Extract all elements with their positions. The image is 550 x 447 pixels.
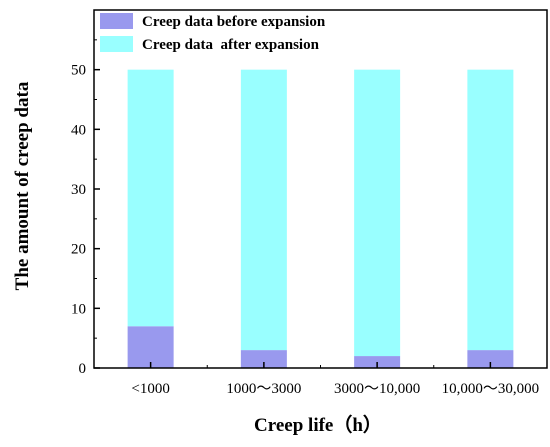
legend-label-1: Creep data after expansion <box>142 37 320 53</box>
x-axis-title: Creep life（h） <box>254 413 382 436</box>
bar-before-1 <box>240 350 287 368</box>
y-tick-label-0: 0 <box>79 361 87 377</box>
bars-layer <box>127 69 514 368</box>
x-tick-label-1: 1000～3000 <box>226 381 301 397</box>
y-tick-label-4: 40 <box>71 122 86 138</box>
legend-swatch-0 <box>100 13 133 29</box>
y-tick-label-1: 10 <box>71 301 86 317</box>
y-tick-label-2: 20 <box>71 242 86 258</box>
legend: Creep data before expansion Creep data af… <box>100 13 326 53</box>
bar-after-2 <box>354 69 401 357</box>
x-tick-label-3: 10,000～30,000 <box>442 381 540 397</box>
bar-before-3 <box>467 350 514 368</box>
axes-layer: 0 10 20 30 40 50 <1000 1000～3000 3000～10,000 10,0… <box>71 9 548 397</box>
legend-label-0: Creep data before expansion <box>142 14 326 30</box>
x-tick-label-2: 3000～10,000 <box>334 381 420 397</box>
y-tick-label-3: 30 <box>71 182 86 198</box>
y-tick-label-5: 50 <box>71 63 86 79</box>
bar-after-3 <box>467 69 514 351</box>
bar-after-1 <box>240 69 287 351</box>
bar-after-0 <box>127 69 174 327</box>
bar-before-0 <box>127 326 174 368</box>
legend-swatch-1 <box>100 36 133 52</box>
y-axis-title: The amount of creep data <box>12 81 33 290</box>
x-tick-label-0: <1000 <box>131 381 169 397</box>
